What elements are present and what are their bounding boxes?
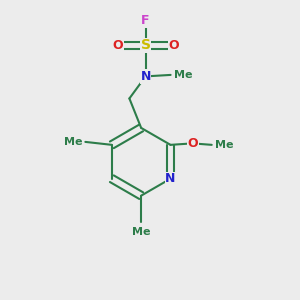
Text: N: N: [140, 70, 151, 83]
Text: Me: Me: [132, 226, 150, 237]
Text: O: O: [187, 137, 198, 150]
Text: O: O: [168, 39, 179, 52]
Text: O: O: [112, 39, 123, 52]
Text: F: F: [141, 14, 150, 27]
Text: Me: Me: [64, 137, 82, 147]
Text: N: N: [165, 172, 176, 185]
Text: Me: Me: [174, 70, 192, 80]
Text: S: S: [141, 38, 151, 52]
Text: Me: Me: [215, 140, 233, 150]
